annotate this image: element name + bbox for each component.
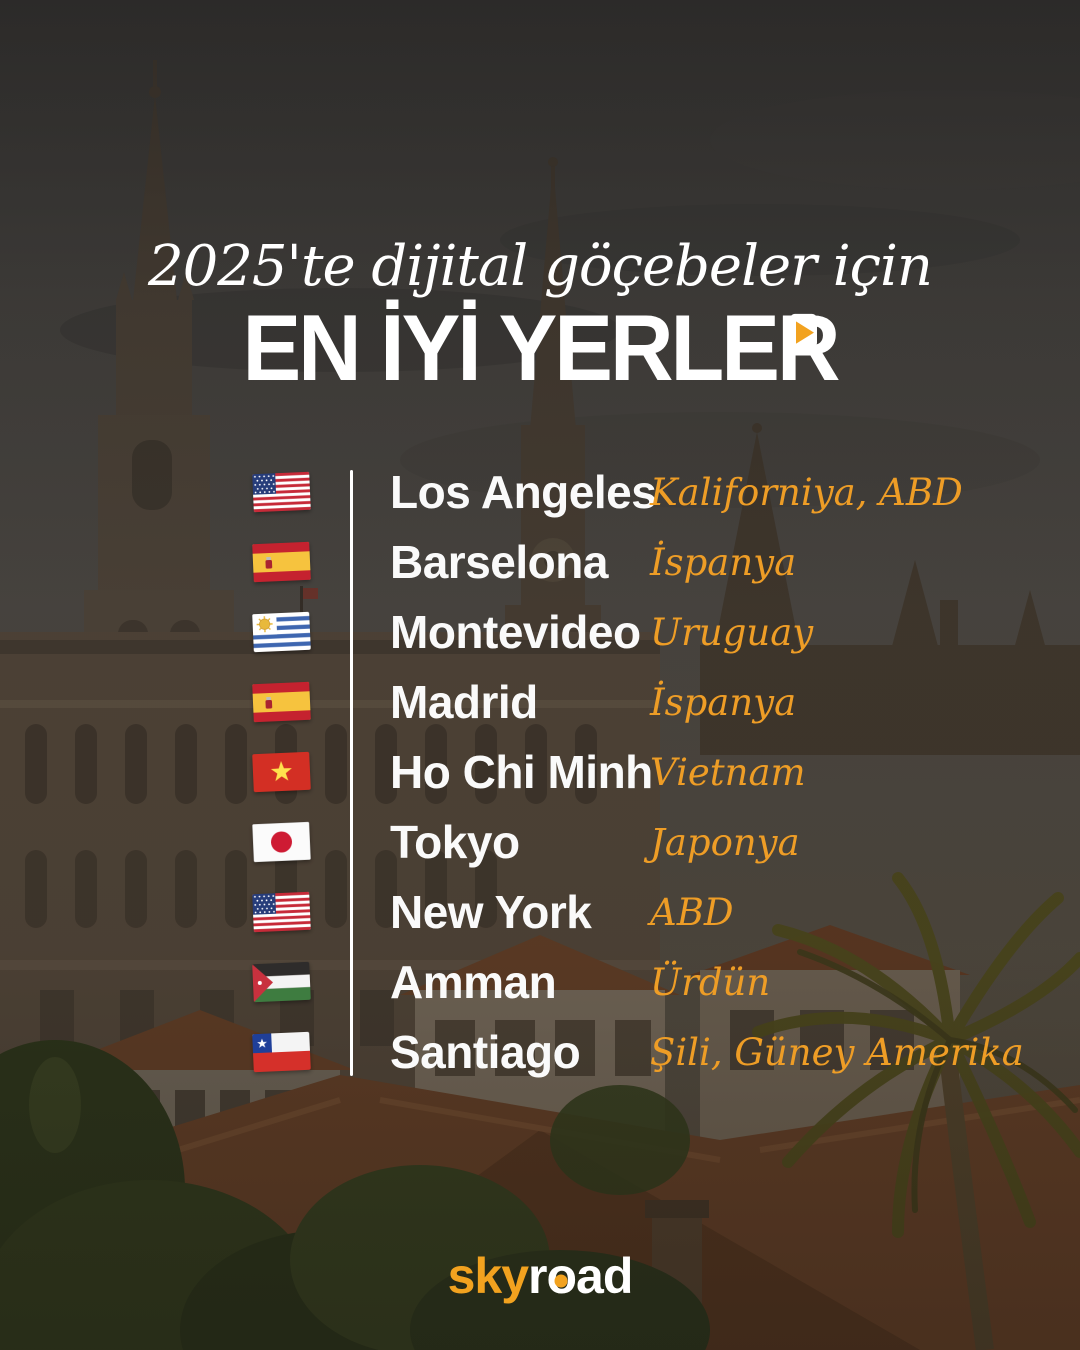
country-name: İspanya xyxy=(650,680,797,724)
country-name: ABD xyxy=(650,890,734,934)
city-name: Los Angeles xyxy=(390,466,657,518)
uruguay-flag-icon xyxy=(252,611,311,653)
list-item: Amman Ürdün xyxy=(0,947,1080,1017)
country-name: Ürdün xyxy=(650,960,771,1004)
country-name: İspanya xyxy=(650,540,797,584)
jordan-flag-icon xyxy=(252,961,311,1003)
city-name: Barselona xyxy=(390,536,608,588)
list-item: Montevideo Uruguay xyxy=(0,597,1080,667)
city-name: New York xyxy=(390,886,592,938)
us-flag-icon xyxy=(252,891,311,933)
list-item: Ho Chi Minh Vietnam xyxy=(0,737,1080,807)
vietnam-flag-icon xyxy=(252,751,311,793)
spain-flag-icon xyxy=(252,681,311,723)
country-name: Uruguay xyxy=(650,610,814,654)
country-name: Japonya xyxy=(650,820,800,864)
country-name: Şili, Güney Amerika xyxy=(650,1030,1024,1074)
chile-flag-icon xyxy=(252,1031,311,1073)
title-block: 2025'te dijital göçebeler için EN İYİ YE… xyxy=(0,234,1080,394)
list-item: Los Angeles Kaliforniya, ABD xyxy=(0,457,1080,527)
logo-o-dot-icon xyxy=(554,1274,568,1288)
city-name: Santiago xyxy=(390,1026,581,1078)
title-subtitle: 2025'te dijital göçebeler için xyxy=(148,234,933,299)
city-name: Madrid xyxy=(390,676,538,728)
list-item: Santiago Şili, Güney Amerika xyxy=(0,1017,1080,1087)
list-item: New York ABD xyxy=(0,877,1080,947)
title-main: EN İYİ YERLER xyxy=(242,300,841,395)
city-name: Amman xyxy=(390,956,557,1008)
japan-flag-icon xyxy=(252,821,311,863)
city-name: Tokyo xyxy=(390,816,520,868)
flag-divider-line xyxy=(350,470,353,1076)
us-flag-icon xyxy=(252,471,311,513)
country-name: Vietnam xyxy=(650,750,806,794)
city-name: Ho Chi Minh xyxy=(390,746,653,798)
logo-sky-text: sky xyxy=(447,1248,529,1304)
list-item: Tokyo Japonya xyxy=(0,807,1080,877)
country-name: Kaliforniya, ABD xyxy=(650,470,963,514)
list-item: Madrid İspanya xyxy=(0,667,1080,737)
places-list: Los Angeles Kaliforniya, ABD Barselona İ… xyxy=(0,457,1080,1087)
logo-road-text: road xyxy=(528,1247,633,1305)
logo-o-letter: o xyxy=(547,1247,578,1305)
title-main-last-letter: R xyxy=(777,300,841,395)
list-item: Barselona İspanya xyxy=(0,527,1080,597)
title-main-text: EN İYİ YERLE xyxy=(242,294,780,401)
spain-flag-icon xyxy=(252,541,311,583)
city-name: Montevideo xyxy=(390,606,641,658)
brand-logo: skyroad xyxy=(0,1247,1080,1305)
